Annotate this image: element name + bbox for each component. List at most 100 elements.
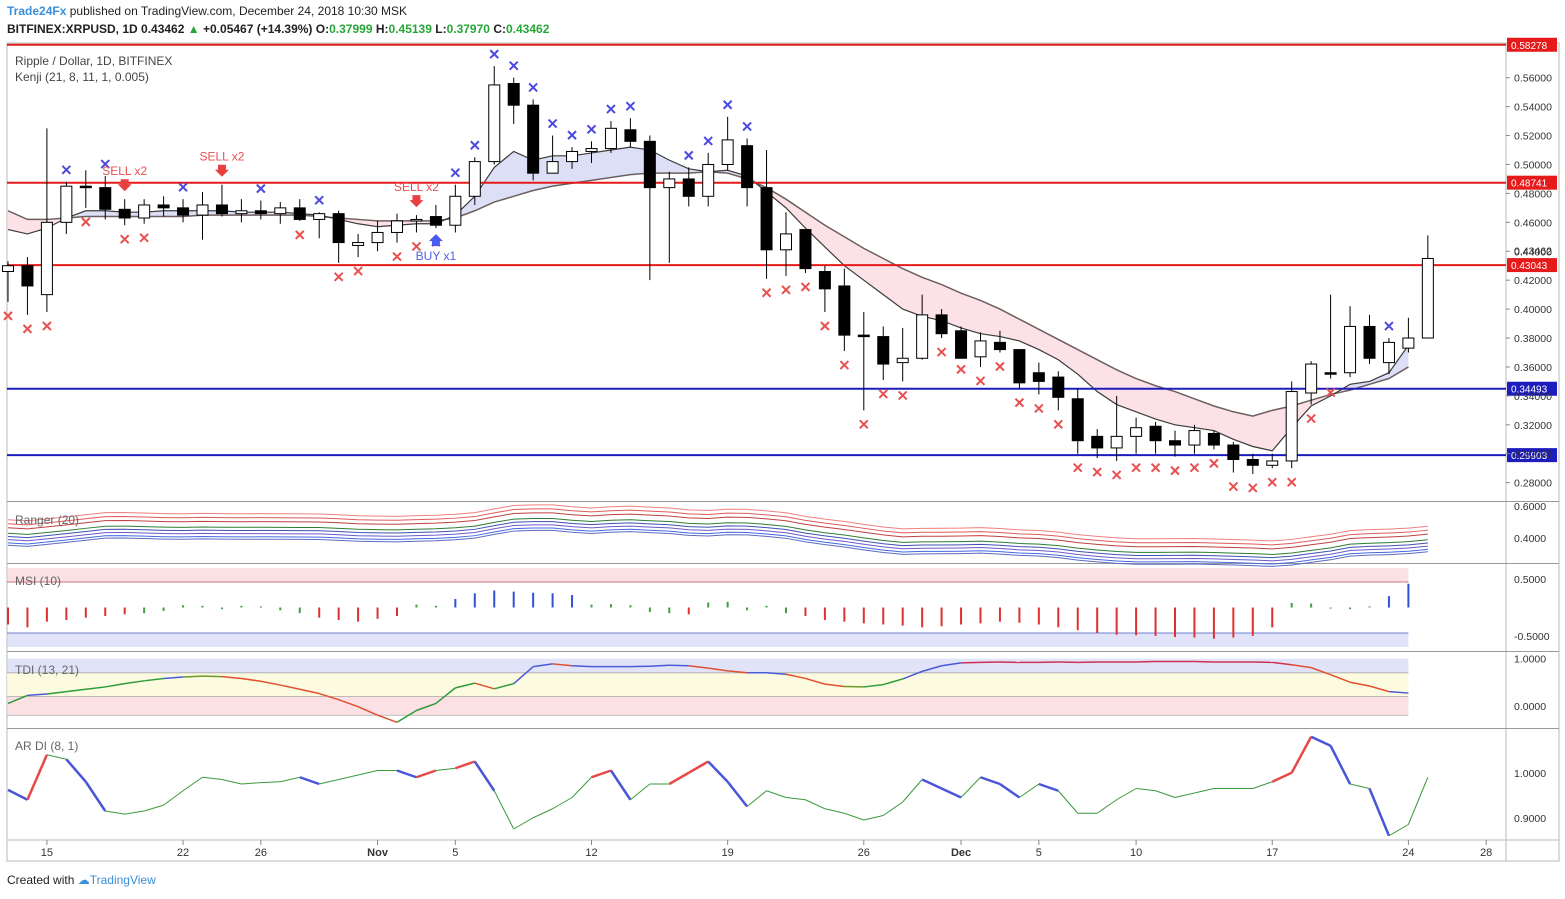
time-tick-label: 5 [1036, 847, 1042, 859]
candle-body [274, 207, 287, 215]
ardi-line-segment [396, 769, 417, 779]
candle-body [857, 334, 870, 338]
candles[interactable] [2, 66, 1434, 474]
buy-x-marker [839, 360, 850, 370]
candle-body [682, 178, 695, 197]
sell-signal-label: SELL x2 [394, 180, 439, 194]
sell-x-marker [567, 130, 577, 140]
ardi-line-segment [805, 799, 826, 810]
candle-body [1052, 376, 1065, 398]
tdi-line-segment [105, 682, 125, 688]
msi-legend: MSI (10) [15, 574, 61, 588]
ardi-line-segment [338, 774, 359, 780]
tdi-line-segment [552, 663, 573, 667]
ardi-line-segment [785, 797, 806, 801]
ranger-line [7, 524, 1428, 562]
candle-body [40, 221, 53, 296]
ardi-line-segment [1057, 790, 1079, 814]
tdi-line-segment [513, 666, 534, 685]
ardi-line-segment [1252, 781, 1273, 789]
tdi-mid-band [7, 672, 1409, 697]
published-text: published on TradingView.com, December 2… [69, 4, 408, 18]
ardi-line-segment [124, 810, 145, 815]
candle-body [1382, 341, 1395, 364]
candle-body [21, 265, 34, 287]
ardi-line-segment [84, 781, 107, 812]
ranger-line [7, 512, 1428, 550]
tradingview-logo-icon[interactable]: ☁ [77, 873, 90, 887]
level-lines[interactable]: 0.58278 0.48741 0.43043 0.34493 0.29903 [7, 37, 1557, 463]
ardi-line-segment [532, 808, 553, 819]
candle-body [371, 231, 384, 244]
tdi-line-segment [1369, 685, 1390, 693]
candle-body [410, 218, 423, 222]
msi-lower-band [7, 633, 1409, 647]
buy-x-marker [859, 419, 869, 430]
price-change: +0.05467 (+14.39%) [203, 22, 313, 36]
candle-body [566, 150, 579, 163]
candle-body [507, 82, 520, 106]
ardi-line-segment [746, 790, 767, 807]
buy-x-marker [1131, 463, 1141, 473]
sell-x-marker [1384, 321, 1394, 331]
candle-body [1402, 337, 1415, 349]
buy-signal-label: BUY x1 [416, 249, 457, 263]
kenji-cloud-segment [1116, 369, 1137, 412]
sell-arrow-icon [117, 179, 132, 192]
ardi-line-segment [1096, 799, 1117, 814]
buy-x-marker [1267, 477, 1277, 487]
buy-x-marker [878, 389, 888, 399]
ranger-line [7, 517, 1428, 555]
level-label: 0.34493 [1511, 385, 1548, 396]
ardi-line-segment [571, 776, 592, 798]
tdi-line-segment [46, 690, 67, 695]
sell-x-marker [470, 140, 480, 150]
candle-body [702, 163, 715, 197]
price-tick-label: 0.36000 [1514, 362, 1552, 374]
sell-x-marker [742, 121, 752, 132]
candle-body [429, 216, 442, 226]
candle-body [721, 139, 734, 165]
candle-body [799, 229, 812, 270]
candle-body [235, 210, 248, 215]
symbol-info: BITFINEX:XRPUSD, 1D 0.43462 ▲ +0.05467 (… [7, 22, 549, 36]
chart-frame [6, 42, 1560, 862]
created-with: Created with [7, 873, 75, 887]
kenji-cloud-segment [474, 167, 495, 211]
sell-x-marker [100, 159, 110, 169]
ardi-line-segment [726, 780, 749, 808]
tdi-line-segment [785, 673, 806, 680]
candle-body [1071, 398, 1084, 442]
kenji-cloud [7, 146, 1409, 452]
price-tick-label: 0.28000 [1514, 478, 1552, 490]
up-arrow-icon: ▲ [187, 22, 200, 36]
msi-tick-label: 0.5000 [1514, 574, 1546, 586]
candle-body [916, 314, 929, 359]
ranger-tick-label: 0.4000 [1514, 533, 1546, 545]
level-label: 0.43043 [1511, 261, 1548, 272]
tdi-line-segment [66, 688, 86, 693]
candle-body [546, 161, 559, 174]
level-label-bg [1507, 448, 1557, 463]
tdi-line-segment [1330, 673, 1351, 683]
candle-body [1013, 349, 1026, 384]
tradingview-link[interactable]: TradingView [89, 873, 156, 887]
buy-x-marker [761, 288, 772, 298]
candle-body [624, 129, 637, 142]
buy-x-marker [392, 251, 402, 262]
ardi-line-segment [513, 817, 534, 830]
time-tick-label: 17 [1266, 847, 1278, 859]
price-tick-label: 0.30000 [1514, 449, 1552, 461]
tdi-line-segment [299, 688, 320, 695]
ardi-line-segment [1407, 777, 1429, 825]
buy-x-marker [3, 311, 13, 321]
ardi-line-segment [882, 801, 903, 816]
tdi-line-segment [396, 709, 417, 723]
kenji-cloud-segment [1155, 385, 1175, 425]
ardi-line-segment [221, 779, 242, 785]
price-axis[interactable]: 0.28000 0.30000 0.32000 0.34000 0.36000 0.380… [41, 73, 1552, 859]
time-tick-label: 22 [177, 847, 189, 859]
tdi-line-segment [338, 698, 359, 708]
brand-name[interactable]: Trade24Fx [7, 4, 67, 18]
